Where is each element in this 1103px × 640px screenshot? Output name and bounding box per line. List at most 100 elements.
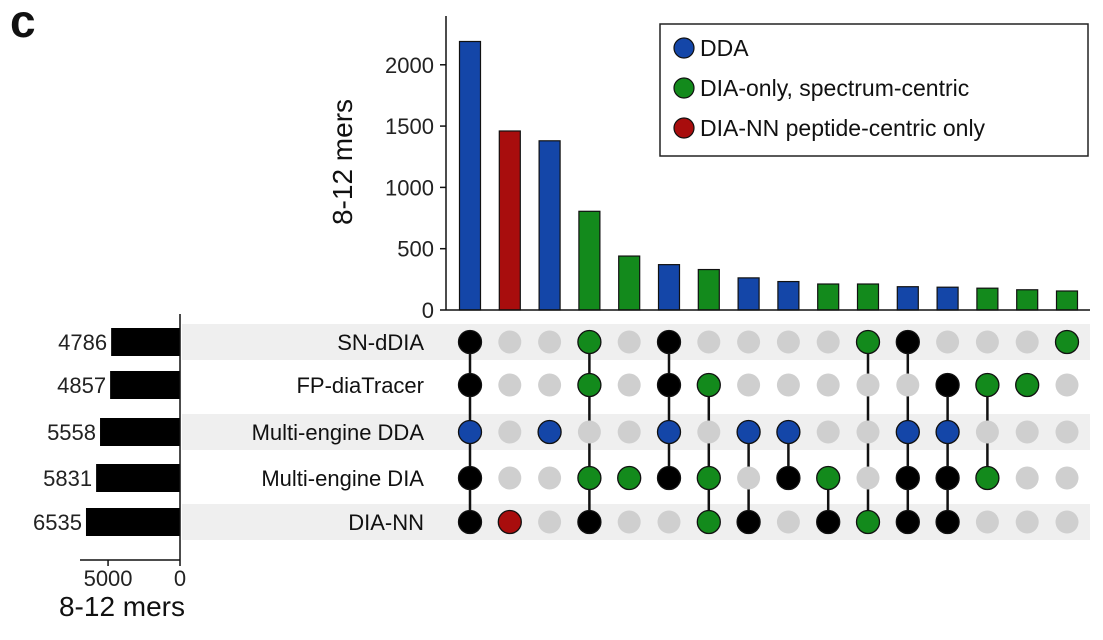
- empty-dot: [776, 510, 800, 534]
- set-name-labels: SN-dDIA FP-diaTracer Multi-engine DDA Multi…: [252, 330, 425, 535]
- intersection-bar: [618, 255, 641, 311]
- empty-dot: [856, 373, 880, 397]
- member-dot: [696, 372, 721, 398]
- empty-dot: [577, 420, 601, 444]
- y-axis-title: 8-12 mers: [327, 99, 358, 225]
- empty-dot: [1015, 330, 1039, 354]
- empty-dot: [657, 510, 681, 534]
- empty-dot: [816, 420, 840, 444]
- set-name-label: Multi-engine DIA: [261, 466, 424, 491]
- member-dot: [736, 509, 761, 535]
- empty-dot: [697, 420, 721, 444]
- member-dot: [816, 465, 841, 491]
- empty-dot: [856, 420, 880, 444]
- set-name-label: SN-dDIA: [337, 330, 424, 355]
- empty-dot: [776, 373, 800, 397]
- empty-dot: [816, 373, 840, 397]
- legend-swatch: [673, 77, 695, 99]
- y-tick-label: 1000: [385, 175, 434, 200]
- member-dot: [696, 465, 721, 491]
- member-dot: [935, 372, 960, 398]
- empty-dot: [617, 510, 641, 534]
- member-dot: [895, 329, 920, 355]
- empty-dot: [1055, 373, 1079, 397]
- member-dot: [696, 509, 721, 535]
- empty-dot: [737, 373, 761, 397]
- empty-dot: [975, 510, 999, 534]
- member-dot: [497, 509, 522, 535]
- member-dot: [975, 465, 1000, 491]
- y-tick-label: 1500: [385, 114, 434, 139]
- legend-label: DIA-only, spectrum-centric: [700, 75, 969, 101]
- empty-dot: [697, 330, 721, 354]
- intersection-bar: [458, 40, 482, 311]
- member-dot: [617, 465, 642, 491]
- empty-dot: [1015, 466, 1039, 490]
- intersection-matrix: [457, 329, 1080, 535]
- empty-dot: [1015, 420, 1039, 444]
- member-dot: [1015, 372, 1040, 398]
- intersection-bar: [896, 286, 919, 311]
- intersection-bar: [737, 277, 760, 311]
- empty-dot: [538, 510, 562, 534]
- set-size-bars: 4786 4857 5558 5831 6535: [33, 328, 180, 536]
- empty-dot: [896, 373, 920, 397]
- member-dot: [935, 509, 960, 535]
- set-size-label: 6535: [33, 510, 82, 535]
- intersection-bar: [817, 283, 840, 311]
- legend-box: [659, 23, 1089, 157]
- legend: DDA DIA-only, spectrum-centric DIA-NN pept…: [659, 23, 1089, 157]
- set-name-label: Multi-engine DDA: [252, 420, 425, 445]
- empty-dot: [538, 330, 562, 354]
- intersection-bar: [1016, 289, 1039, 311]
- intersection-bar: [578, 210, 601, 311]
- empty-dot: [498, 373, 522, 397]
- legend-swatch: [673, 37, 695, 59]
- intersection-bar: [498, 130, 521, 311]
- intersection-bar: [538, 140, 561, 311]
- empty-dot: [617, 330, 641, 354]
- member-dot: [895, 419, 920, 445]
- empty-dot: [498, 330, 522, 354]
- empty-dot: [936, 330, 960, 354]
- empty-dot: [617, 420, 641, 444]
- set-size-label: 5558: [47, 420, 96, 445]
- legend-label: DDA: [700, 35, 749, 61]
- empty-dot: [1055, 466, 1079, 490]
- set-size-label: 4857: [57, 373, 106, 398]
- member-dot: [577, 372, 602, 398]
- set-size-label: 4786: [58, 330, 107, 355]
- y-tick-label: 0: [422, 298, 434, 323]
- intersection-bar: [657, 264, 681, 311]
- member-dot: [935, 419, 960, 445]
- member-dot: [656, 372, 682, 398]
- member-dot: [457, 509, 483, 535]
- set-size-tick-label: 0: [174, 566, 186, 591]
- intersection-bar: [976, 287, 999, 311]
- empty-dot: [1055, 420, 1079, 444]
- set-name-label: DIA-NN: [348, 510, 424, 535]
- member-dot: [656, 465, 682, 491]
- empty-dot: [737, 330, 761, 354]
- member-dot: [577, 509, 602, 535]
- empty-dot: [498, 466, 522, 490]
- member-dot: [656, 329, 682, 355]
- empty-dot: [617, 373, 641, 397]
- member-dot: [935, 465, 960, 491]
- empty-dot: [538, 373, 562, 397]
- empty-dot: [975, 330, 999, 354]
- intersection-y-axis: 8-12 mers 0 500 1000 1500 2000: [327, 16, 1090, 323]
- member-dot: [457, 372, 483, 398]
- member-dot: [577, 465, 602, 491]
- member-dot: [1054, 329, 1080, 355]
- member-dot: [457, 329, 483, 355]
- member-dot: [816, 509, 841, 535]
- empty-dot: [776, 330, 800, 354]
- member-dot: [975, 372, 1000, 398]
- member-dot: [895, 509, 920, 535]
- member-dot: [895, 465, 920, 491]
- intersection-bar: [936, 286, 959, 311]
- member-dot: [457, 465, 483, 491]
- empty-dot: [856, 466, 880, 490]
- set-size-tick-label: 5000: [84, 566, 133, 591]
